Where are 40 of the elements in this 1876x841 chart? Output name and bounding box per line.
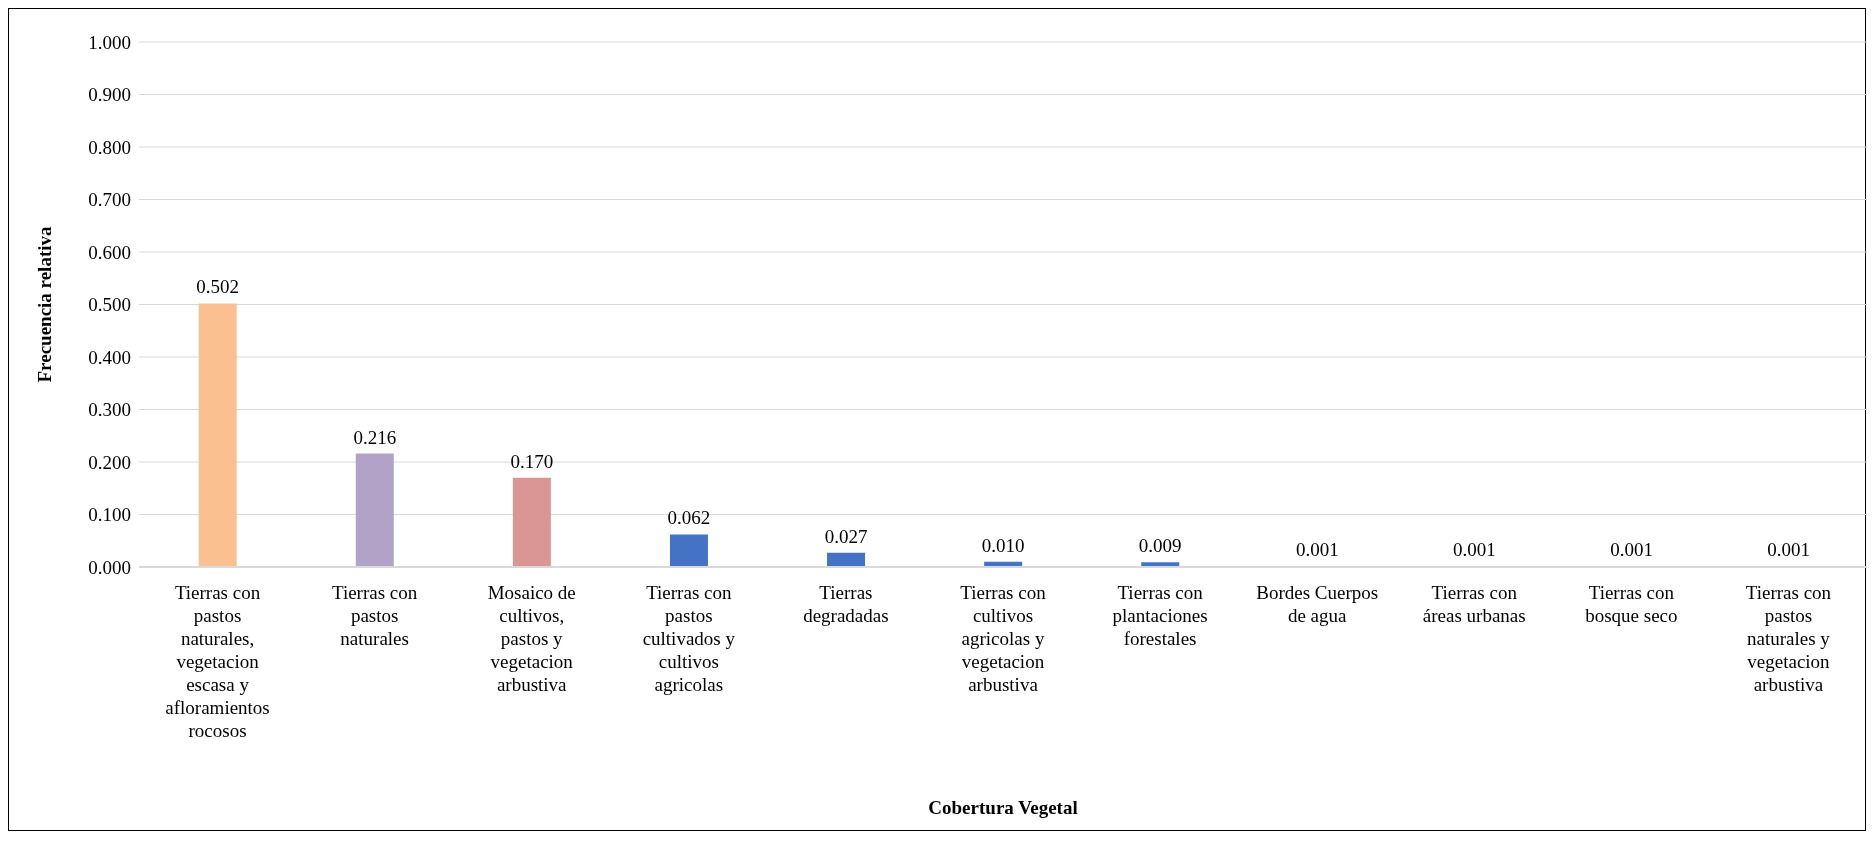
y-tick-label: 0.400 (88, 346, 131, 368)
y-tick-label: 0.100 (88, 504, 131, 526)
y-tick-label: 0.900 (88, 84, 131, 106)
x-tick-label: Tierras degradadas (803, 582, 889, 626)
x-tick-label: Tierras con cultivos agricolas y vegetacion arbustiva (960, 582, 1047, 695)
x-tick-label: Tierras con áreas urbanas (1422, 582, 1526, 626)
bar (198, 303, 237, 567)
data-label: 0.009 (1138, 535, 1182, 557)
data-label: 0.216 (353, 426, 397, 448)
y-tick-label: 0.700 (88, 189, 131, 211)
x-tick-label: Tierras con bosque seco (1585, 582, 1678, 626)
data-label: 0.001 (1610, 539, 1653, 561)
data-label: 0.010 (981, 534, 1025, 556)
x-tick-label: Tierras con pastos naturales y vegetacion arbustiva (1745, 582, 1832, 695)
bar (512, 477, 551, 567)
data-label: 0.001 (1767, 539, 1810, 561)
y-tick-label: 0.500 (88, 294, 131, 316)
data-label: 0.027 (824, 525, 868, 547)
x-axis-title: Cobertura Vegetal (928, 797, 1078, 818)
data-label: 0.062 (667, 507, 711, 529)
y-axis-title: Frecuencia relativa (33, 226, 55, 383)
bar (669, 534, 708, 567)
y-tick-label: 0.000 (88, 556, 131, 578)
x-tick-label: Mosaico de cultivos, pastos y vegetacion arbustiva (487, 582, 576, 695)
y-tick-label: 0.300 (88, 399, 131, 421)
y-tick-label: 0.800 (88, 136, 131, 158)
data-label: 0.001 (1453, 539, 1496, 561)
y-tick-label: 0.600 (88, 241, 131, 263)
data-label: 0.170 (510, 450, 554, 472)
bar (827, 552, 866, 567)
data-label: 0.001 (1295, 539, 1339, 561)
data-label: 0.502 (196, 276, 240, 298)
x-tick-label: Tierras con pastos cultivados y cultivos agricolas (642, 582, 736, 695)
x-tick-label: Tierras con pastos naturales, vegetacion escasa y afloramientos rocosos (165, 582, 270, 741)
x-tick-label: Tierras con plantaciones forestales (1112, 582, 1208, 649)
bar (355, 453, 394, 567)
y-tick-label: 0.200 (88, 451, 131, 473)
y-tick-label: 1.000 (88, 31, 131, 53)
x-tick-label: Tierras con pastos naturales (331, 582, 418, 649)
x-tick-label: Bordes Cuerpos de agua (1256, 582, 1379, 626)
